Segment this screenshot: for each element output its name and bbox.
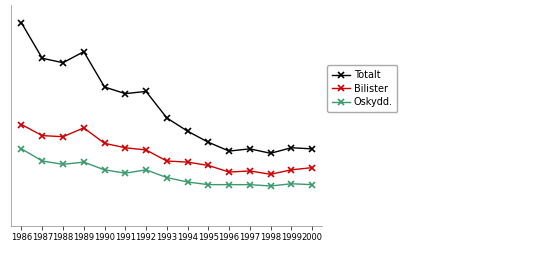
Bilister — [246, 169, 253, 173]
Oskydd. — [122, 171, 128, 175]
Totalt — [288, 146, 295, 149]
Bilister — [101, 142, 108, 145]
Oskydd. — [226, 183, 232, 186]
Bilister — [18, 123, 25, 126]
Totalt — [39, 57, 46, 60]
Bilister — [163, 159, 170, 163]
Totalt — [205, 141, 212, 144]
Oskydd. — [246, 183, 253, 186]
Bilister — [122, 146, 128, 149]
Totalt — [246, 147, 253, 150]
Totalt — [18, 21, 25, 24]
Line: Totalt: Totalt — [19, 20, 315, 156]
Totalt — [59, 61, 66, 64]
Bilister — [267, 173, 274, 176]
Bilister — [309, 166, 315, 169]
Oskydd. — [39, 159, 46, 163]
Totalt — [122, 92, 128, 95]
Oskydd. — [101, 168, 108, 171]
Oskydd. — [184, 180, 191, 184]
Bilister — [288, 168, 295, 171]
Oskydd. — [205, 183, 212, 186]
Bilister — [226, 170, 232, 174]
Totalt — [184, 130, 191, 133]
Oskydd. — [163, 176, 170, 179]
Totalt — [143, 90, 150, 93]
Oskydd. — [288, 182, 295, 185]
Bilister — [81, 126, 87, 129]
Bilister — [59, 135, 66, 138]
Legend: Totalt, Bilister, Oskydd.: Totalt, Bilister, Oskydd. — [327, 65, 398, 112]
Totalt — [267, 152, 274, 155]
Oskydd. — [309, 183, 315, 186]
Totalt — [226, 149, 232, 153]
Oskydd. — [143, 168, 150, 171]
Bilister — [184, 160, 191, 164]
Oskydd. — [18, 147, 25, 150]
Bilister — [143, 148, 150, 151]
Oskydd. — [267, 184, 274, 188]
Totalt — [163, 116, 170, 119]
Totalt — [309, 147, 315, 150]
Line: Oskydd.: Oskydd. — [19, 146, 315, 189]
Bilister — [39, 134, 46, 137]
Oskydd. — [59, 163, 66, 166]
Line: Bilister: Bilister — [19, 122, 315, 177]
Oskydd. — [81, 160, 87, 164]
Totalt — [101, 85, 108, 89]
Bilister — [205, 164, 212, 167]
Totalt — [81, 50, 87, 53]
